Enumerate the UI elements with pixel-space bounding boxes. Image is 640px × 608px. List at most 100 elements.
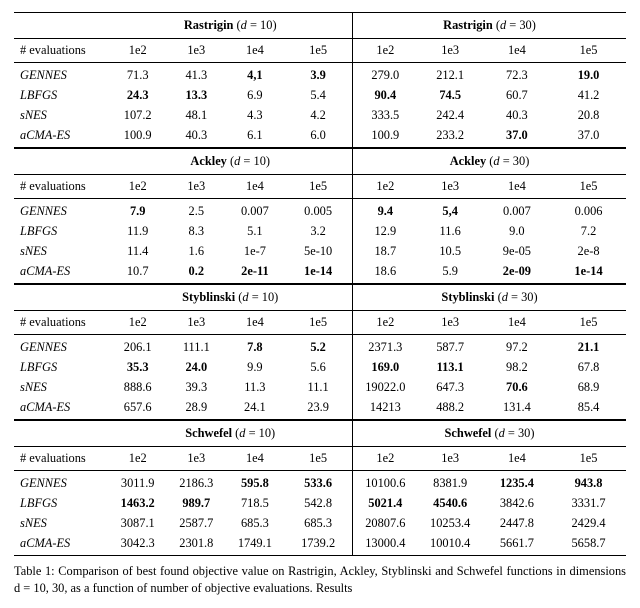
cell: 111.1 [167,335,226,358]
table-row: sNES3087.12587.7685.3685.320807.610253.4… [14,514,626,534]
col-1e4: 1e4 [483,175,551,199]
cell: 6.9 [226,86,285,106]
cell: 5e-10 [284,242,352,262]
cell: 718.5 [226,494,285,514]
cell: 18.7 [353,242,418,262]
cell: 1749.1 [226,534,285,556]
cell: 3.2 [284,222,352,242]
cell: 9e-05 [483,242,551,262]
method-name: sNES [14,378,108,398]
cell: 1e-7 [226,242,285,262]
cell: 13.3 [167,86,226,106]
method-name: sNES [14,242,108,262]
cell: 5661.7 [483,534,551,556]
cell: 10010.4 [418,534,483,556]
method-name: GENNES [14,199,108,222]
cell: 131.4 [483,398,551,421]
cell: 97.2 [483,335,551,358]
col-1e5: 1e5 [551,39,626,63]
section-title-d30: Schwefel (d = 30) [353,420,626,447]
method-name: GENNES [14,335,108,358]
col-1e2: 1e2 [108,39,167,63]
col-1e5: 1e5 [551,311,626,335]
cell: 242.4 [418,106,483,126]
method-name: GENNES [14,471,108,494]
col-1e4: 1e4 [226,311,285,335]
cell: 37.0 [483,126,551,149]
cell: 4540.6 [418,494,483,514]
cell: 3331.7 [551,494,626,514]
col-1e3: 1e3 [418,447,483,471]
cell: 587.7 [418,335,483,358]
cell: 685.3 [284,514,352,534]
cell: 90.4 [353,86,418,106]
cell: 5.2 [284,335,352,358]
col-1e3: 1e3 [418,311,483,335]
col-1e3: 1e3 [418,175,483,199]
cell: 3042.3 [108,534,167,556]
table-row: aCMA-ES100.940.36.16.0100.9233.237.037.0 [14,126,626,149]
cell: 647.3 [418,378,483,398]
cell: 7.2 [551,222,626,242]
cell: 542.8 [284,494,352,514]
table-row: LBFGS35.324.09.95.6169.0113.198.267.8 [14,358,626,378]
cell: 1e-14 [284,262,352,285]
cell: 74.5 [418,86,483,106]
method-name: LBFGS [14,222,108,242]
col-1e4: 1e4 [483,447,551,471]
cell: 21.1 [551,335,626,358]
cell: 1235.4 [483,471,551,494]
section-title-d30: Rastrigin (d = 30) [353,13,626,39]
cell: 2371.3 [353,335,418,358]
evals-label: # evaluations [14,175,108,199]
cell: 98.2 [483,358,551,378]
table-caption: Table 1: Comparison of best found object… [14,563,626,596]
col-1e4: 1e4 [483,39,551,63]
cell: 2301.8 [167,534,226,556]
col-1e5: 1e5 [284,311,352,335]
method-name: LBFGS [14,358,108,378]
cell: 212.1 [418,63,483,86]
cell: 40.3 [483,106,551,126]
cell: 10.7 [108,262,167,285]
cell: 10100.6 [353,471,418,494]
col-1e4: 1e4 [226,39,285,63]
col-1e3: 1e3 [418,39,483,63]
table-row: LBFGS11.98.35.13.212.911.69.07.2 [14,222,626,242]
cell: 5,4 [418,199,483,222]
section-title-d30: Ackley (d = 30) [353,148,626,175]
section-title-d10: Styblinski (d = 10) [108,284,352,311]
cell: 2e-09 [483,262,551,285]
evals-label: # evaluations [14,311,108,335]
table-row: LBFGS24.313.36.95.490.474.560.741.2 [14,86,626,106]
cell: 8381.9 [418,471,483,494]
cell: 1739.2 [284,534,352,556]
cell: 70.6 [483,378,551,398]
cell: 9.9 [226,358,285,378]
cell: 7.9 [108,199,167,222]
cell: 13000.4 [353,534,418,556]
cell: 3.9 [284,63,352,86]
cell: 333.5 [353,106,418,126]
cell: 28.9 [167,398,226,421]
table-row: GENNES206.1111.17.85.22371.3587.797.221.… [14,335,626,358]
cell: 48.1 [167,106,226,126]
col-1e3: 1e3 [167,175,226,199]
cell: 5.9 [418,262,483,285]
method-name: sNES [14,514,108,534]
method-name: LBFGS [14,494,108,514]
section-title-d10: Schwefel (d = 10) [108,420,352,447]
cell: 169.0 [353,358,418,378]
section-spacer [14,284,108,311]
results-table: Rastrigin (d = 10)Rastrigin (d = 30)# ev… [14,12,626,556]
table-row: aCMA-ES3042.32301.81749.11739.213000.410… [14,534,626,556]
cell: 2447.8 [483,514,551,534]
table-row: sNES888.639.311.311.119022.0647.370.668.… [14,378,626,398]
cell: 11.4 [108,242,167,262]
cell: 4,1 [226,63,285,86]
cell: 107.2 [108,106,167,126]
cell: 0.2 [167,262,226,285]
table-row: sNES107.248.14.34.2333.5242.440.320.8 [14,106,626,126]
table-row: aCMA-ES657.628.924.123.914213488.2131.48… [14,398,626,421]
col-1e4: 1e4 [483,311,551,335]
